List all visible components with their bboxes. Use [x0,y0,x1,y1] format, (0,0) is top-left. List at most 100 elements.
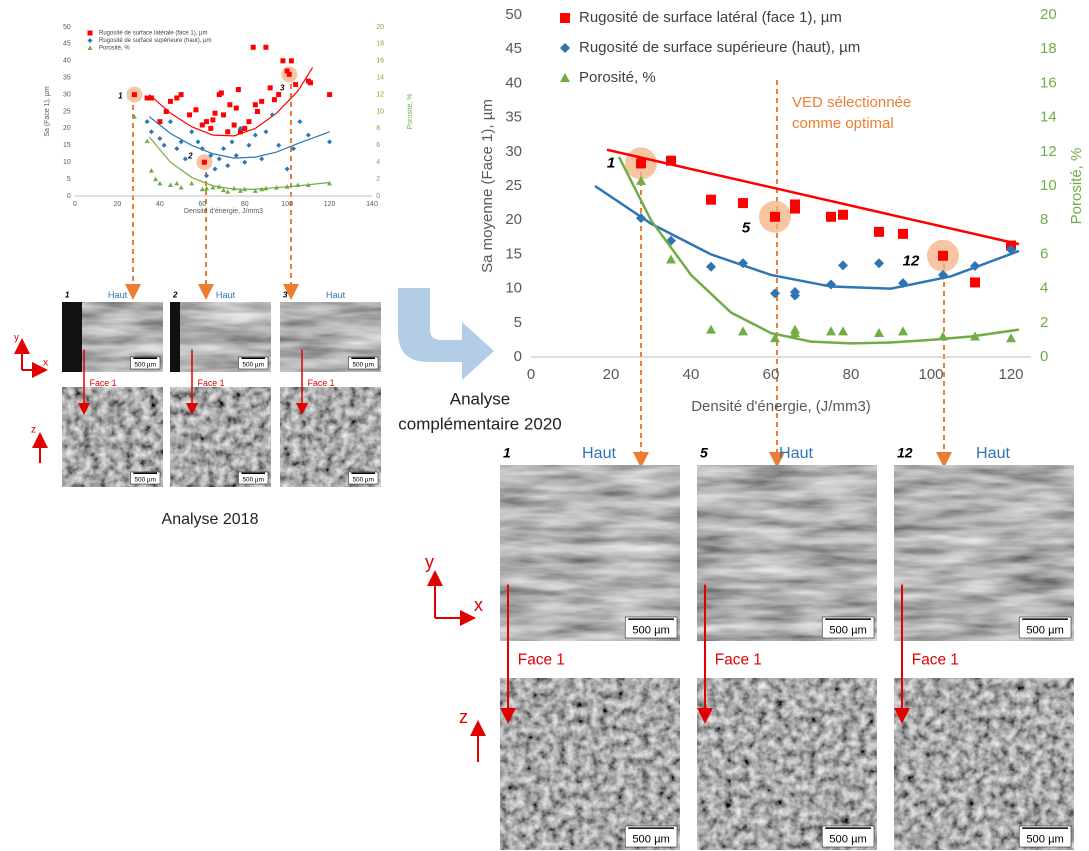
point [738,258,748,269]
sample-edge [62,302,82,372]
legend-label: Rugosité de surface latérale (face 1), µ… [99,31,208,37]
caption: Analyse [450,389,510,408]
point [167,119,173,125]
point [263,185,269,191]
point [212,166,218,172]
point [284,184,290,189]
point [288,58,294,64]
point [327,139,333,145]
view-label: Haut [216,290,236,300]
point [254,109,260,114]
sample-edge [170,302,180,372]
x-tick-label: 60 [198,201,206,208]
point [1006,333,1016,343]
y2-tick-label: 18 [376,41,384,48]
point [204,173,210,179]
point [229,139,235,145]
scale-box [624,825,678,848]
scale-bar-label: 500 µm [242,361,263,368]
point [221,146,226,152]
x-tick-label: 40 [156,201,164,208]
annotation-label: 2 [187,151,193,160]
y2-tick-label: 4 [1040,280,1048,297]
x-tick-label: 0 [73,201,77,208]
y-tick-label: 5 [67,176,71,183]
view-label: Face 1 [90,378,117,388]
y2-tick-label: 14 [1040,109,1057,126]
x-tick-label: 80 [241,201,249,208]
sample-label: 3 [283,291,288,300]
micrograph [697,678,877,850]
scale-bar-label: 500 µm [134,361,155,368]
point [838,260,848,271]
y-tick-label: 20 [63,125,71,132]
y-tick-label: 10 [505,280,522,297]
axis-x-label: x [43,358,48,369]
scale-bar-label: 500 µm [632,625,670,637]
annotation-label: 1 [607,154,615,171]
y-tick-label: 20 [505,211,522,228]
point [189,129,195,135]
y-tick-label: 15 [505,245,522,262]
point [770,288,780,299]
legend-label: Rugosité de surface supérieure (haut), µ… [579,39,860,56]
point [280,58,286,64]
scale-box [130,356,161,370]
y2-tick-label: 0 [376,193,380,200]
micrograph [500,678,680,850]
annotation-label: 12 [903,253,920,270]
axis-z-label: z [31,425,36,436]
point [666,254,676,264]
point [636,213,646,224]
view-label: Face 1 [518,652,565,669]
scale-bar-label: 500 µm [1026,625,1064,637]
point [208,125,214,131]
legend-label: Rugosité de surface supérieure (haut), µ… [99,38,212,44]
y-axis-title: Sa moyenne (Face 1), µm [479,99,496,273]
sample-label: 5 [700,445,708,461]
point [770,211,780,222]
point [291,146,297,152]
point [237,125,243,131]
point [269,112,275,118]
point [271,97,277,103]
scale-box [821,616,875,639]
point [218,90,224,96]
point [305,132,311,138]
view-label: Haut [326,290,346,300]
point [233,152,239,158]
x-tick-label: 40 [683,366,700,383]
point [221,112,226,118]
micrograph [500,465,680,641]
view-label: Haut [108,290,128,300]
micrograph [894,678,1074,850]
point [178,185,184,190]
trend-line [148,67,314,137]
scale-bar-label: 500 µm [829,625,867,637]
axis-y-label: y [425,552,434,572]
point [293,81,299,87]
point [225,129,231,135]
point [231,185,237,191]
point [284,166,290,172]
y-tick-label: 40 [505,74,522,91]
y2-tick-label: 12 [376,91,384,98]
point [231,122,237,128]
y-tick-label: 45 [505,40,522,57]
point [790,199,800,210]
y2-tick-label: 2 [1040,314,1048,331]
sample-label: 1 [65,291,70,300]
y-axis-title: Sa (Face 1), µm [44,86,51,136]
point [259,156,265,162]
point [163,109,169,114]
point [208,152,214,158]
y2-axis-title: Porosité, % [1068,148,1085,225]
scale-bar-label: 500 µm [134,476,155,483]
point [227,102,233,108]
point [167,182,173,188]
y2-axis-title: Porosité, % [407,94,414,130]
y2-tick-label: 0 [1040,348,1048,365]
point [157,180,163,186]
point [182,156,188,162]
scale-box [1018,825,1072,848]
